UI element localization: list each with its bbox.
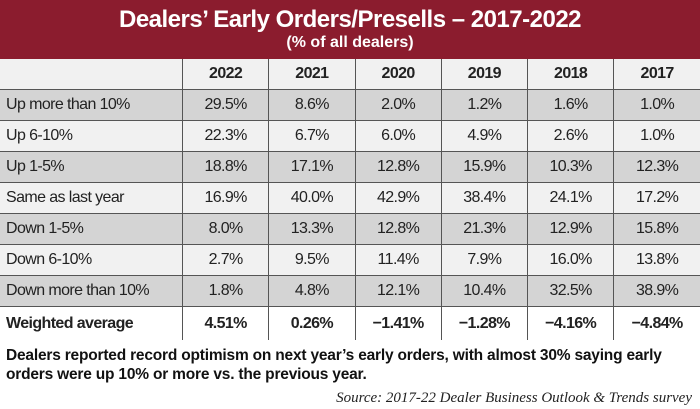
column-header-2021: 2021 <box>268 59 355 90</box>
column-header-2020: 2020 <box>354 59 442 90</box>
caption: Dealers reported record optimism on next… <box>6 347 662 383</box>
cell-value: 22.3% <box>181 120 269 152</box>
table-row: Weighted average 4.51% 0.26% −1.41% −1.28% −4… <box>0 306 700 340</box>
cell-value: 2.6% <box>526 120 614 152</box>
cell-value: 4.51% <box>181 306 269 340</box>
cell-value: 38.4% <box>440 182 528 214</box>
cell-value: −4.16% <box>526 306 614 340</box>
data-table: 2022 2021 2020 2019 2018 2017 Up more than 10… <box>0 59 700 340</box>
cell-value: 13.8% <box>613 244 700 276</box>
cell-value: 4.9% <box>440 120 528 152</box>
cell-value: 29.5% <box>181 89 269 121</box>
column-header-2018: 2018 <box>526 59 614 90</box>
cell-value: 1.0% <box>613 120 700 152</box>
cell-value: 18.8% <box>181 151 269 183</box>
cell-value: 1.6% <box>526 89 614 121</box>
cell-value: 38.9% <box>613 275 700 307</box>
source-note: Source: 2017-22 Dealer Business Outlook … <box>336 390 692 406</box>
row-label: Up more than 10% <box>0 89 183 121</box>
cell-value: 16.0% <box>526 244 614 276</box>
cell-value: −1.41% <box>354 306 442 340</box>
cell-value: 6.0% <box>354 120 442 152</box>
cell-value: 15.8% <box>613 213 700 245</box>
cell-value: 7.9% <box>440 244 528 276</box>
cell-value: 32.5% <box>526 275 614 307</box>
header-blank <box>0 59 183 90</box>
column-header-2019: 2019 <box>440 59 528 90</box>
cell-value: 17.1% <box>268 151 355 183</box>
cell-value: −1.28% <box>440 306 528 340</box>
cell-value: 1.8% <box>181 275 269 307</box>
table-row: Down 1-5% 8.0% 13.3% 12.8% 21.3% 12.9% 15.8% <box>0 213 700 245</box>
table-row: Up 1-5% 18.8% 17.1% 12.8% 15.9% 10.3% 12.3% <box>0 151 700 183</box>
cell-value: 2.7% <box>181 244 269 276</box>
title-banner: Dealers’ Early Orders/Presells – 2017-20… <box>0 0 700 59</box>
table-row: Down more than 10% 1.8% 4.8% 12.1% 10.4% 32.5… <box>0 275 700 307</box>
cell-value: 13.3% <box>268 213 355 245</box>
table-row: Up more than 10% 29.5% 8.6% 2.0% 1.2% 1.6% 1.0… <box>0 89 700 121</box>
cell-value: 11.4% <box>354 244 442 276</box>
cell-value: 9.5% <box>268 244 355 276</box>
table-row: Down 6-10% 2.7% 9.5% 11.4% 7.9% 16.0% 13.8% <box>0 244 700 276</box>
table-row: Up 6-10% 22.3% 6.7% 6.0% 4.9% 2.6% 1.0% <box>0 120 700 152</box>
cell-value: −4.84% <box>613 306 700 340</box>
header-row: 2022 2021 2020 2019 2018 2017 <box>0 59 700 90</box>
cell-value: 10.3% <box>526 151 614 183</box>
cell-value: 8.6% <box>268 89 355 121</box>
row-label: Up 6-10% <box>0 120 183 152</box>
row-label: Weighted average <box>0 306 183 340</box>
cell-value: 17.2% <box>613 182 700 214</box>
cell-value: 2.0% <box>354 89 442 121</box>
cell-value: 4.8% <box>268 275 355 307</box>
cell-value: 24.1% <box>526 182 614 214</box>
cell-value: 1.2% <box>440 89 528 121</box>
cell-value: 42.9% <box>354 182 442 214</box>
column-header-2022: 2022 <box>181 59 269 90</box>
cell-value: 8.0% <box>181 213 269 245</box>
cell-value: 1.0% <box>613 89 700 121</box>
row-label: Down 6-10% <box>0 244 183 276</box>
table-subtitle: (% of all dealers) <box>286 34 414 51</box>
cell-value: 12.3% <box>613 151 700 183</box>
table-row: Same as last year 16.9% 40.0% 42.9% 38.4% 24.… <box>0 182 700 214</box>
row-label: Same as last year <box>0 182 183 214</box>
row-label: Down 1-5% <box>0 213 183 245</box>
cell-value: 15.9% <box>440 151 528 183</box>
cell-value: 12.8% <box>354 151 442 183</box>
row-label: Up 1-5% <box>0 151 183 183</box>
cell-value: 21.3% <box>440 213 528 245</box>
cell-value: 16.9% <box>181 182 269 214</box>
table-title: Dealers’ Early Orders/Presells – 2017-20… <box>118 6 582 33</box>
cell-value: 6.7% <box>268 120 355 152</box>
row-label: Down more than 10% <box>0 275 183 307</box>
cell-value: 40.0% <box>268 182 355 214</box>
cell-value: 12.1% <box>354 275 442 307</box>
cell-value: 10.4% <box>440 275 528 307</box>
cell-value: 12.9% <box>526 213 614 245</box>
cell-value: 12.8% <box>354 213 442 245</box>
cell-value: 0.26% <box>268 306 355 340</box>
column-header-2017: 2017 <box>613 59 700 90</box>
